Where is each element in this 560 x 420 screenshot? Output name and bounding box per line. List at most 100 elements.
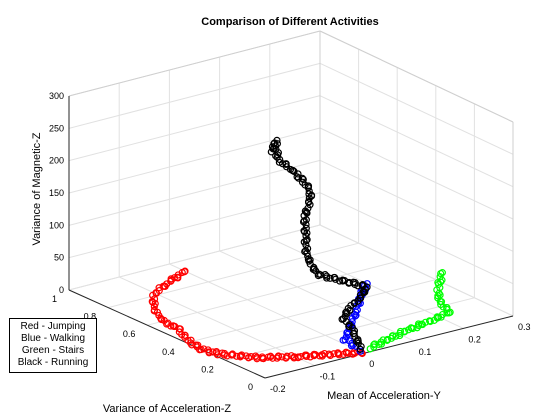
series-0 xyxy=(148,267,366,363)
x-tick-label: 0.1 xyxy=(419,347,432,357)
grid-line-z-sidewall xyxy=(319,127,514,220)
data-point xyxy=(336,277,344,285)
data-point xyxy=(294,174,303,182)
grid-line-z-backwall xyxy=(68,192,321,259)
data-point xyxy=(278,353,286,361)
data-point xyxy=(267,148,275,156)
data-point xyxy=(426,317,434,326)
data-point xyxy=(330,273,338,282)
y-tick-label: 0.4 xyxy=(162,347,175,357)
z-tick-label: 150 xyxy=(49,188,64,198)
data-point xyxy=(342,308,351,316)
data-point xyxy=(334,349,342,357)
grid-line-z-backwall xyxy=(68,159,321,226)
grid-line-z-backwall xyxy=(68,95,321,162)
data-point xyxy=(339,277,347,285)
y-tick-label: 1 xyxy=(52,294,57,304)
data-point xyxy=(379,336,387,344)
data-point xyxy=(437,300,445,309)
data-point xyxy=(388,332,397,340)
data-point xyxy=(236,353,244,361)
data-point xyxy=(273,354,281,362)
series-3 xyxy=(267,136,371,353)
data-point xyxy=(150,306,159,314)
data-point xyxy=(355,298,363,306)
grid-line-z-backwall xyxy=(68,62,321,129)
legend-entry-walking: Blue - Walking xyxy=(20,333,86,344)
data-point xyxy=(345,278,353,287)
data-point xyxy=(187,336,195,344)
data-point xyxy=(437,278,445,286)
data-point xyxy=(301,351,309,359)
x-tick-label: -0.2 xyxy=(270,384,286,394)
data-point xyxy=(325,350,333,358)
data-point xyxy=(304,182,313,190)
data-point xyxy=(282,160,290,168)
data-point xyxy=(396,327,405,336)
data-point xyxy=(421,318,430,326)
grid-line-z-backwall xyxy=(68,224,321,291)
data-point xyxy=(436,273,444,281)
data-point xyxy=(370,341,378,349)
y-tick-label: 0.8 xyxy=(84,312,97,322)
ylabel: Variance of Acceleration-Z xyxy=(103,403,231,415)
z-tick-label: 100 xyxy=(49,220,64,230)
grid-line-z-sidewall xyxy=(319,224,514,317)
legend-entry-jumping: Red - Jumping xyxy=(20,321,86,332)
data-point xyxy=(304,244,312,253)
x-tick-label: 0.3 xyxy=(518,322,531,332)
grid-line-x-floor xyxy=(219,250,415,342)
data-point xyxy=(160,282,169,290)
data-point xyxy=(400,328,409,336)
data-point xyxy=(371,340,379,348)
data-point xyxy=(350,299,358,307)
data-point xyxy=(366,345,374,353)
z-tick-label: 300 xyxy=(49,91,64,101)
grid-line-y-floor xyxy=(186,279,436,344)
axis-frame xyxy=(68,30,514,379)
data-point xyxy=(302,224,310,232)
data-point xyxy=(303,236,311,244)
data-point xyxy=(356,294,364,302)
legend-entry-running: Black - Running xyxy=(17,357,89,368)
data-point xyxy=(251,352,260,360)
data-point xyxy=(181,331,189,339)
data-point xyxy=(170,322,178,330)
grid-line-z-sidewall xyxy=(319,159,514,252)
data-point xyxy=(438,276,446,284)
data-point xyxy=(414,320,423,328)
chart-title: Comparison of Different Activities xyxy=(201,16,378,28)
data-point xyxy=(181,267,189,275)
y-tick-label: 0.2 xyxy=(201,364,214,374)
frame-edge-top-back xyxy=(68,30,321,97)
z-tick-label: 200 xyxy=(49,156,64,166)
data-point xyxy=(299,175,307,184)
data-markers xyxy=(148,136,454,363)
data-point xyxy=(302,237,310,245)
y-axis-line xyxy=(68,289,266,379)
data-point xyxy=(227,351,236,359)
xlabel: Mean of Acceleration-Y xyxy=(327,390,441,402)
data-point xyxy=(167,275,175,283)
z-tick-label: 50 xyxy=(54,253,64,263)
data-point xyxy=(282,354,290,362)
data-point xyxy=(409,324,417,333)
grid-line-z-sidewall xyxy=(319,192,514,285)
frame-edge-top-right xyxy=(319,30,514,123)
series-2 xyxy=(366,269,454,353)
data-point xyxy=(310,352,318,360)
data-point xyxy=(330,350,338,358)
data-point xyxy=(204,346,212,354)
legend: Red - Jumping Blue - Walking Green - Sta… xyxy=(9,318,97,373)
data-point xyxy=(438,310,447,319)
data-point xyxy=(175,328,183,336)
grid-line-z-backwall xyxy=(68,127,321,194)
data-point xyxy=(294,353,302,361)
grid-line-y-floor xyxy=(147,260,398,326)
data-point xyxy=(155,287,163,295)
grid-line-z-sidewall xyxy=(319,95,514,188)
x-tick-label: 0 xyxy=(369,359,374,369)
x-tick-label: 0.2 xyxy=(468,334,481,344)
x-axis-line xyxy=(264,315,514,379)
y-tick-label: 0 xyxy=(248,382,253,392)
